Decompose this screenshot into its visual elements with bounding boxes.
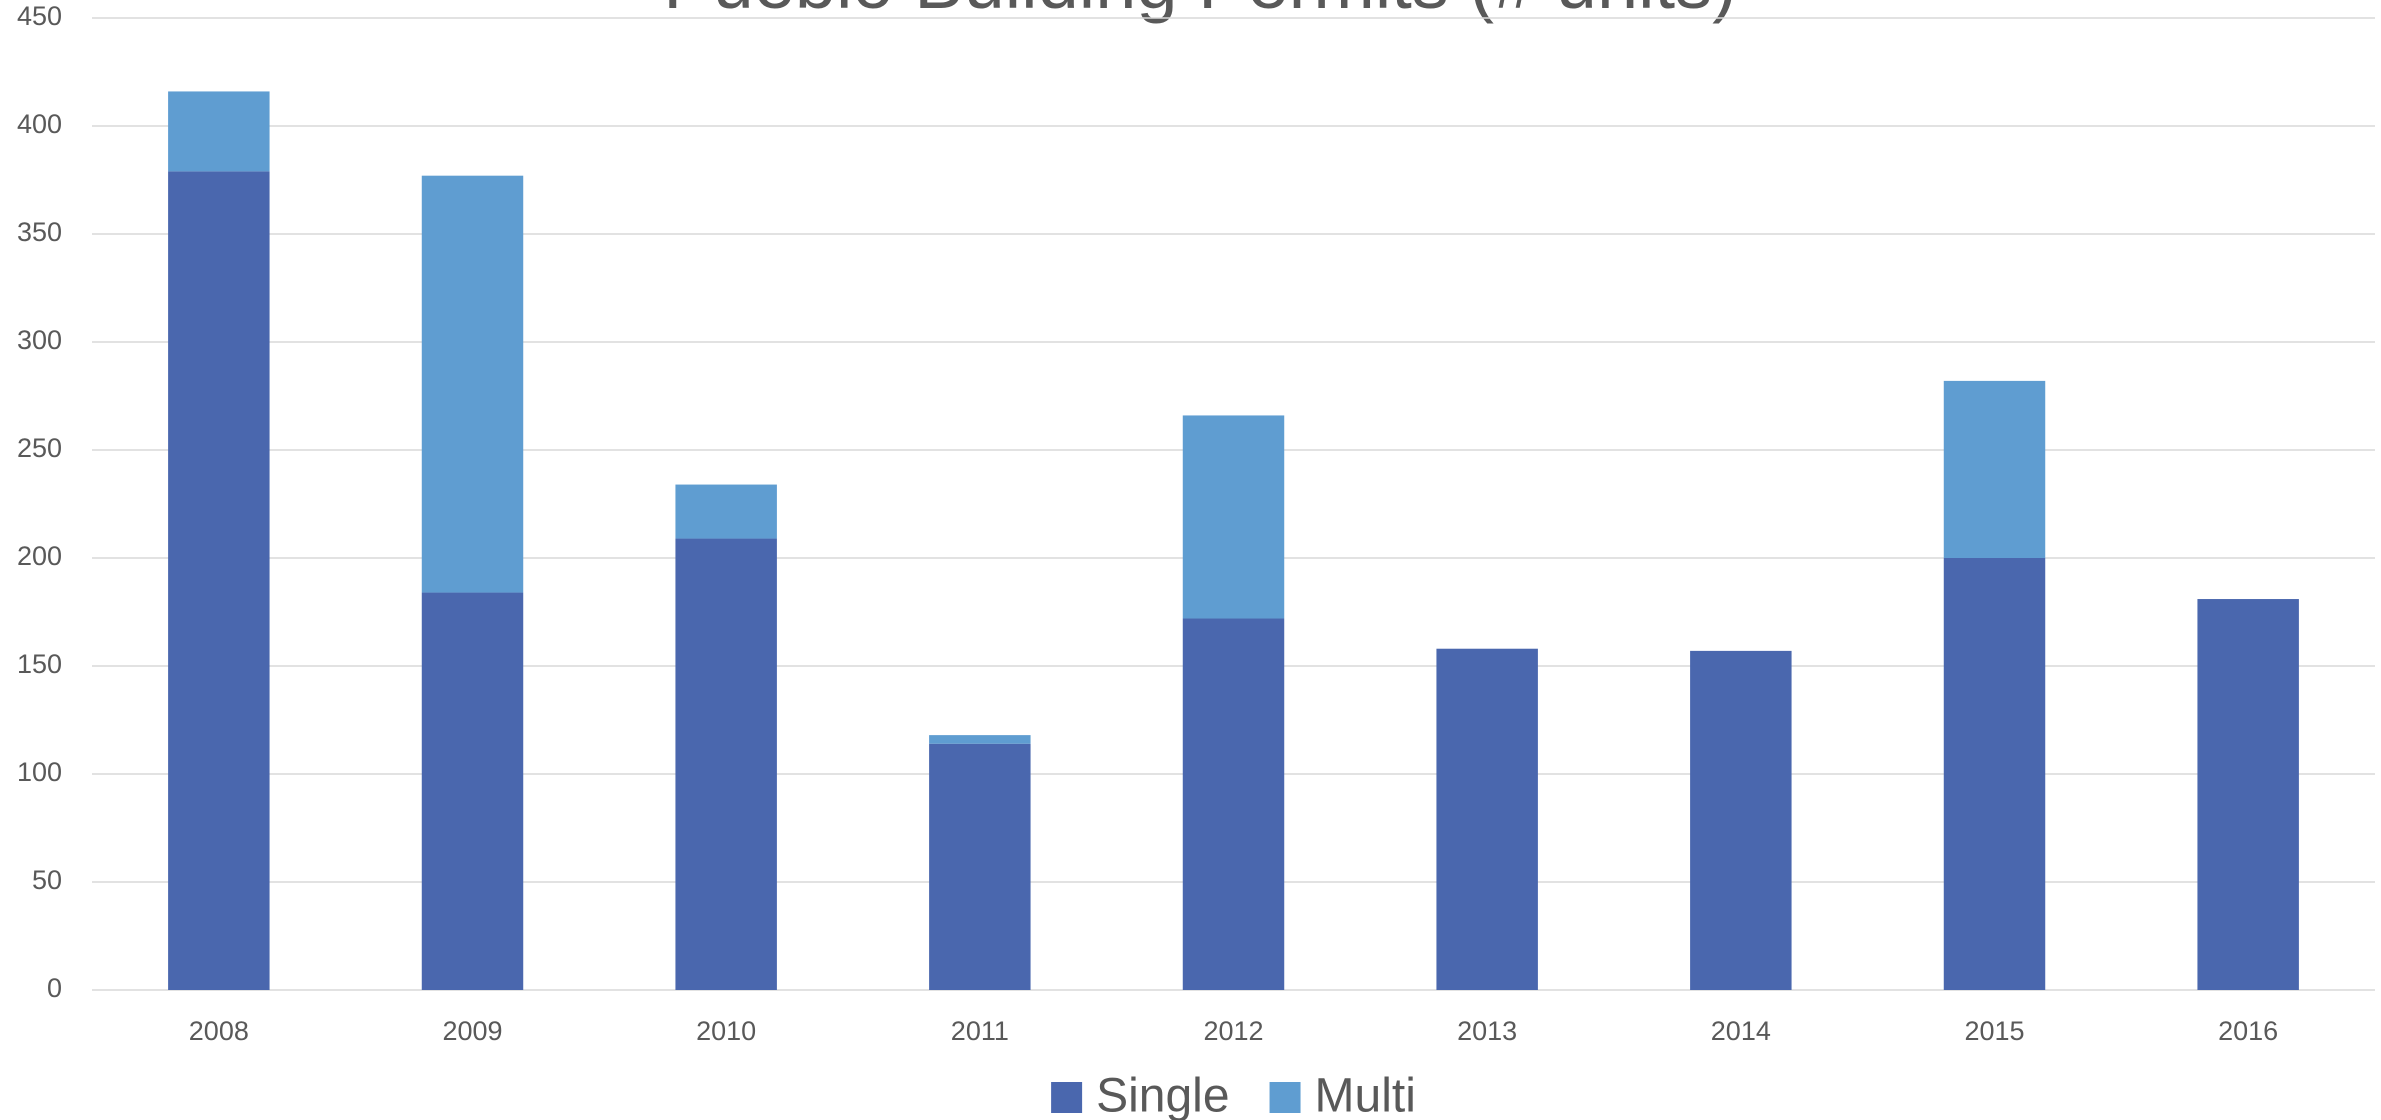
x-tick-label: 2014 bbox=[1711, 1016, 1771, 1046]
bar-segment bbox=[2197, 599, 2299, 990]
bar-segment bbox=[675, 484, 777, 539]
legend-label: Multi bbox=[1315, 1070, 1416, 1120]
legend-swatch bbox=[1269, 1082, 1301, 1113]
bar-segment bbox=[929, 735, 1031, 744]
y-tick-label: 200 bbox=[17, 541, 62, 571]
x-tick-label: 2008 bbox=[189, 1016, 249, 1046]
y-tick-label: 350 bbox=[17, 217, 62, 247]
bar-segment bbox=[421, 592, 524, 990]
bar-segment bbox=[1182, 415, 1285, 619]
y-tick-label: 450 bbox=[17, 1, 62, 31]
bar-segment bbox=[1690, 650, 1792, 990]
bar-segment bbox=[929, 743, 1031, 990]
x-tick-label: 2009 bbox=[442, 1016, 502, 1046]
bar-segment bbox=[1436, 648, 1538, 990]
bar-segment bbox=[1943, 380, 2046, 558]
bar-segment bbox=[168, 91, 270, 172]
y-tick-label: 250 bbox=[17, 433, 62, 463]
y-tick-label: 300 bbox=[17, 325, 62, 355]
x-tick-label: 2013 bbox=[1457, 1016, 1517, 1046]
bar-segment bbox=[675, 538, 777, 990]
y-tick-label: 400 bbox=[17, 109, 62, 139]
bar-segment bbox=[168, 171, 270, 991]
x-tick-label: 2011 bbox=[951, 1016, 1009, 1046]
legend-swatch bbox=[1051, 1082, 1083, 1113]
y-tick-label: 50 bbox=[32, 865, 62, 895]
y-tick-label: 100 bbox=[17, 757, 62, 787]
y-tick-label: 150 bbox=[17, 649, 62, 679]
y-tick-label: 0 bbox=[47, 973, 62, 1003]
chart-title: Pueblo Building Permits (# units) bbox=[663, 0, 1737, 24]
bar-segment bbox=[421, 175, 524, 593]
bar-segment bbox=[1182, 618, 1285, 990]
x-tick-label: 2016 bbox=[2218, 1016, 2278, 1046]
x-tick-label: 2015 bbox=[1964, 1016, 2024, 1046]
bar-segment bbox=[1943, 558, 2046, 990]
legend-label: Single bbox=[1096, 1070, 1229, 1120]
x-tick-label: 2012 bbox=[1203, 1016, 1263, 1046]
x-tick-label: 2010 bbox=[696, 1016, 756, 1046]
